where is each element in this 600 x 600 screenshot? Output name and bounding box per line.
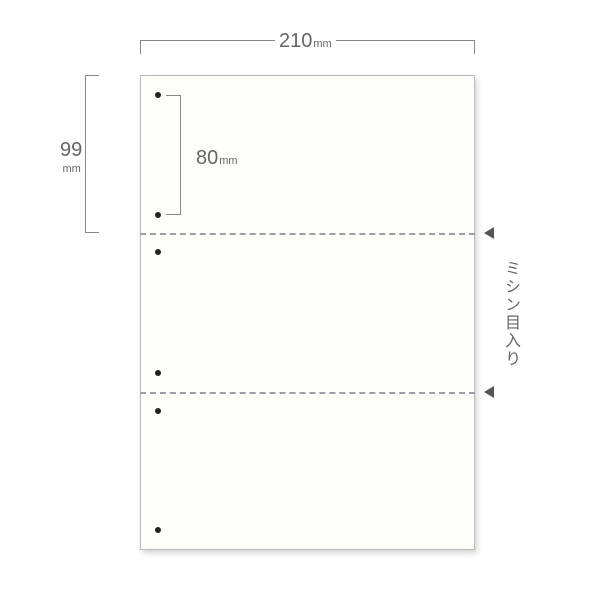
top-dim-tick-right [474,40,475,54]
perf-marker-icon [484,227,494,239]
punch-hole [155,249,161,255]
inner-dim-tick-bot [166,214,180,215]
inner-dim-tick-top [166,95,180,96]
punch-hole [155,370,161,376]
punch-hole [155,212,161,218]
top-dim-unit: mm [313,38,331,50]
top-dim-tick-left [140,40,141,54]
punch-hole [155,408,161,414]
punch-hole [155,527,161,533]
perforation-1 [140,233,475,235]
inner-dim-value: 80 [196,147,218,169]
left-dim-label: 99 mm [60,140,82,176]
left-dim-tick-bot [85,232,99,233]
left-dim-unit: mm [62,163,80,175]
perforation-label: ミシン目入り [498,260,522,368]
inner-dim-label: 80mm [196,148,238,168]
punch-hole [155,92,161,98]
inner-dim-unit: mm [219,155,237,167]
diagram-stage: 210mm 99 mm 80mm ミシン目入り [0,0,600,600]
paper-sheet [140,75,475,550]
top-dim-label: 210mm [275,31,336,51]
top-dim-value: 210 [279,30,312,52]
left-dim-value: 99 [60,139,82,161]
inner-dim-line [180,95,181,215]
perf-marker-icon [484,386,494,398]
left-dim-line [85,75,86,233]
perforation-2 [140,392,475,394]
left-dim-tick-top [85,75,99,76]
